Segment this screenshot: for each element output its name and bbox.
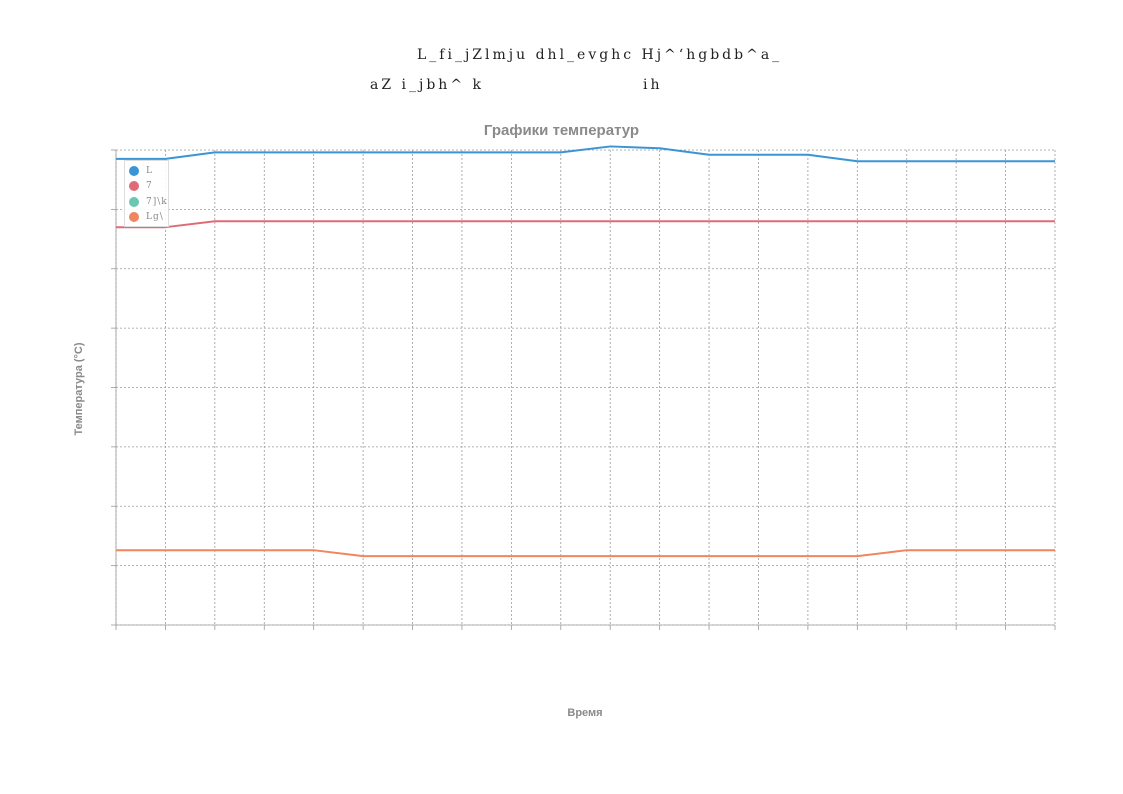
legend-item[interactable]: 7]\k: [129, 194, 168, 210]
legend-swatch: [129, 196, 139, 207]
x-axis-label: Время: [567, 707, 603, 719]
legend-swatch: [129, 212, 139, 223]
legend-swatch: [129, 181, 139, 192]
series-line-1: [116, 220, 1055, 229]
chart-title: Графики температур: [483, 122, 640, 139]
legend-item[interactable]: 7: [129, 179, 168, 195]
series-line-3: [116, 549, 1055, 558]
chart-legend: L 7 7]\k Lg\: [124, 160, 169, 227]
legend-label: L: [146, 165, 153, 176]
header-line-1: L_fi_jZlmju dhl_evghc Hj^‘hgbdb^a_: [417, 47, 783, 63]
series-line-0: [116, 145, 1055, 163]
header-period-to: ih: [643, 77, 663, 93]
legend-item[interactable]: Lg\: [129, 210, 168, 226]
legend-label: 7]\k: [146, 196, 168, 207]
y-axis-label: Температура (°C): [73, 342, 85, 436]
legend-label: Lg\: [146, 212, 164, 223]
legend-label: 7: [146, 181, 153, 192]
header-period-from: aZ i_jbh^ k: [370, 77, 484, 93]
legend-item[interactable]: L: [129, 163, 168, 179]
legend-swatch: [129, 165, 139, 176]
